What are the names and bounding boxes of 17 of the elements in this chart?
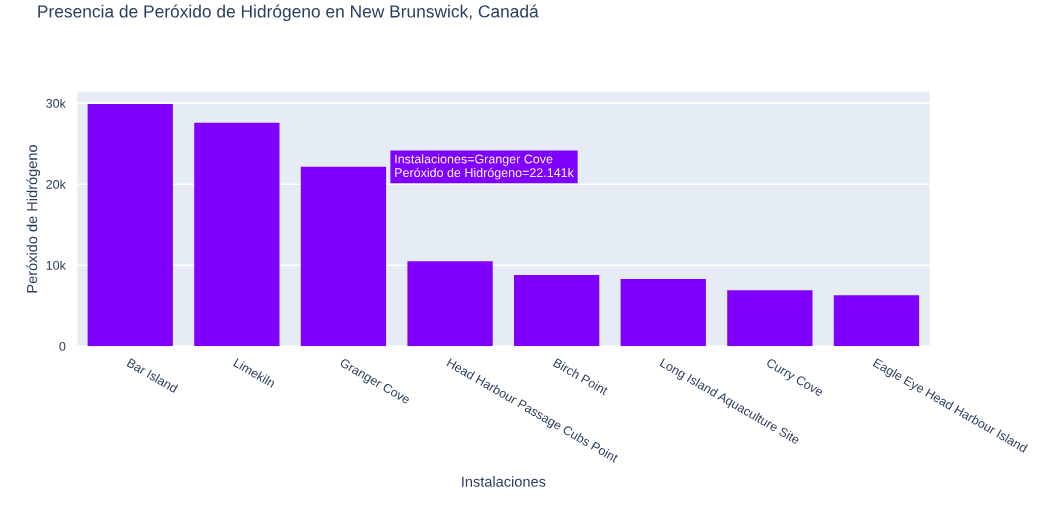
bar [514, 274, 600, 347]
y-tick-label: 30k [46, 98, 66, 108]
bar [833, 295, 920, 347]
bar [620, 278, 706, 347]
chart-title: Presencia de Peróxido de Hidrógeno en New Brunswick, Canadá [38, 4, 539, 22]
bar [300, 166, 387, 347]
y-tick-label: 10k [46, 260, 66, 270]
x-axis-title: Instalaciones [462, 476, 546, 487]
bar [194, 122, 280, 347]
bar [87, 104, 173, 347]
y-axis-title: Peróxido de Hidrógeno [26, 145, 41, 293]
y-tick-label: 0 [59, 341, 66, 351]
annotation: Instalaciones=Granger Cove Peróxido de Hidrógeno=22.141k [395, 154, 574, 180]
bar [407, 261, 493, 347]
bar [727, 290, 813, 347]
x-tick-label: Birch Point [552, 357, 609, 396]
y-tick-label: 20k [46, 179, 66, 189]
